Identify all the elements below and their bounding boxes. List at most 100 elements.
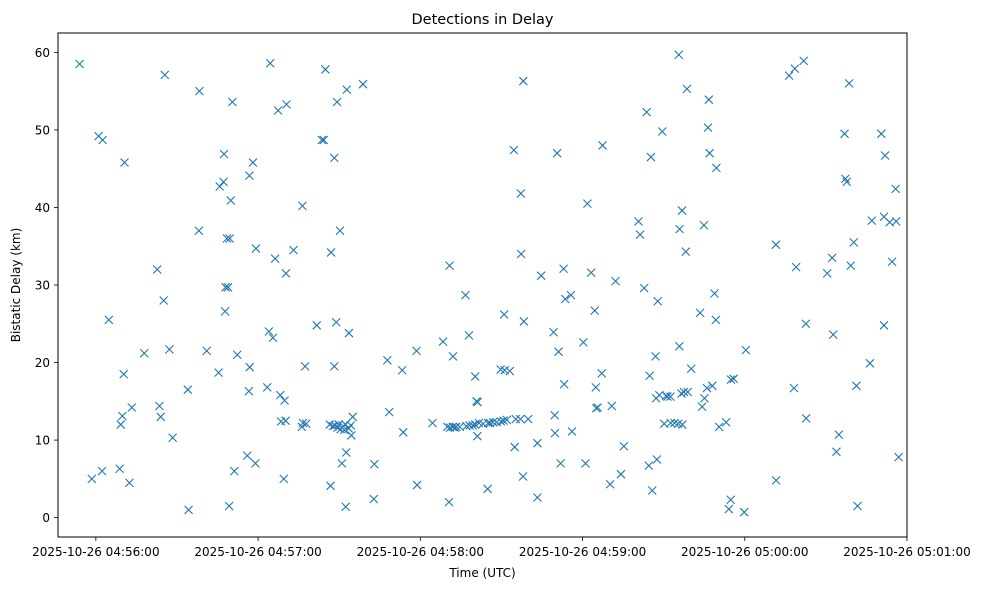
data-point [567,427,577,436]
data-point [846,261,856,271]
data-point [358,79,368,89]
data-point [703,123,713,132]
data-point [681,247,691,257]
data-point [702,383,712,393]
data-point [675,224,684,234]
data-point [518,76,528,86]
data-point [532,438,542,448]
data-point [159,296,169,305]
data-point [666,392,675,402]
data-point [616,469,626,479]
x-axis: 2025-10-26 04:56:00 2025-10-26 04:57:00 20… [32,537,971,559]
data-point [251,244,261,253]
data-point [674,50,684,60]
data-point [221,282,231,292]
data-point [202,346,212,356]
data-point [726,375,736,384]
data-point [470,372,480,381]
data-point [844,79,854,88]
data-point [560,294,570,304]
data-point [464,331,474,340]
data-point [789,383,799,393]
data-point [473,397,483,407]
data-point [705,148,715,158]
data-point [677,206,687,215]
data-point [611,276,620,286]
data-point [559,379,569,389]
data-point [300,362,310,371]
data-point [341,448,351,457]
data-point [827,253,837,263]
data-point [264,327,274,336]
data-point [195,86,204,96]
data-point [876,129,886,139]
data-point [152,265,162,274]
data-point [116,420,126,429]
data-point [124,478,134,488]
data-point [382,355,392,365]
data-point [729,374,739,384]
data-point [222,234,232,243]
data-point [468,420,478,430]
data-point [275,390,285,400]
data-point [448,351,458,361]
data-point [828,330,838,340]
data-point [273,106,283,115]
data-point [280,396,289,405]
data-point [333,423,342,433]
chart-title: Detections in Delay [411,12,553,28]
data-point [281,416,291,426]
data-point [346,431,356,440]
data-point [724,504,734,514]
data-point [321,65,330,74]
data-point [865,358,875,368]
data-point [645,371,654,381]
data-point [679,387,689,397]
data-point [248,158,258,167]
data-point [335,226,345,236]
data-point [653,296,663,306]
y-tick-label: 50 [35,123,50,137]
data-point [711,315,721,325]
data-point [229,466,239,476]
data-point [832,447,841,457]
data-point [412,480,422,490]
data-point [686,364,696,374]
data-point [344,328,354,338]
data-point [721,417,731,427]
x-tick-label: 2025-10-26 05:00:00 [681,545,808,559]
data-point [834,430,844,440]
data-point [127,403,137,412]
data-point [707,381,717,391]
data-point [369,494,379,504]
data-point [591,382,601,392]
data-point [699,220,709,230]
data-point [518,472,528,481]
data-point [550,410,560,420]
y-tick-label: 20 [35,356,50,370]
data-point [887,257,897,267]
data-point [194,226,204,236]
data-point [741,345,751,355]
data-point [593,403,603,412]
data-point [499,310,509,319]
data-point [710,289,719,298]
data-points [75,50,904,517]
data-point [281,268,291,278]
data-point [224,501,234,511]
data-point [245,171,254,181]
data-point [771,476,781,485]
data-point [502,415,512,425]
data-point [842,177,852,187]
data-point [289,245,298,255]
x-tick-label: 2025-10-26 04:56:00 [32,545,159,559]
data-point [598,141,607,150]
data-point [554,347,563,357]
data-point [488,417,498,427]
data-point [590,306,600,315]
data-point [549,327,558,337]
data-point [550,428,560,438]
data-point [739,507,749,517]
data-point [483,484,493,494]
data-point [384,407,394,417]
